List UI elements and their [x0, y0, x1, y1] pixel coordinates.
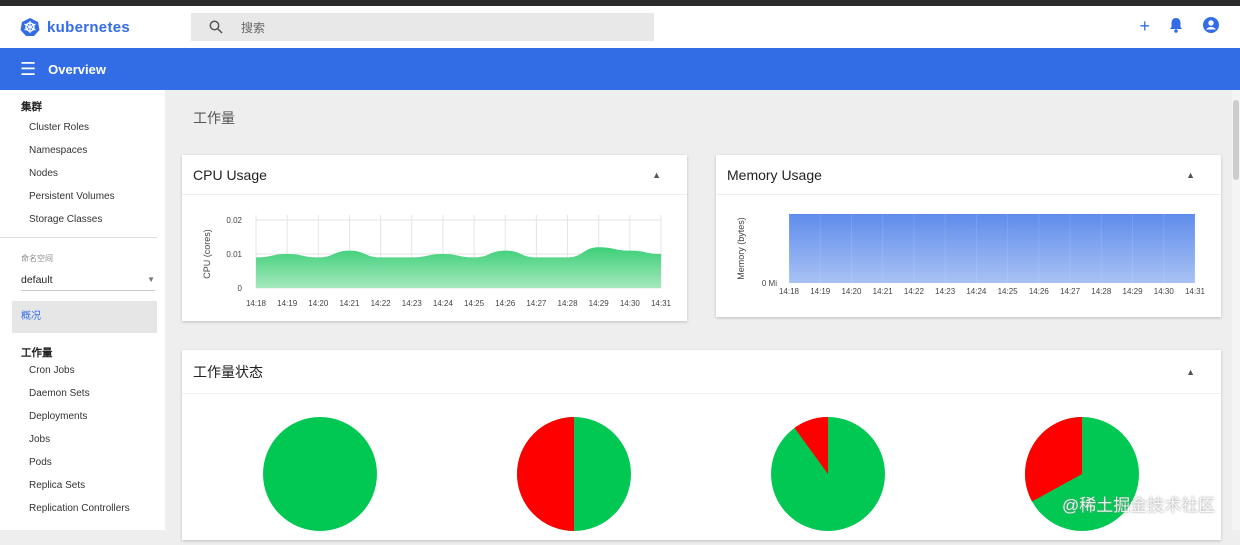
- x-tick-label: 14:23: [935, 287, 956, 296]
- brand-name: kubernetes: [47, 19, 130, 36]
- x-tick-label: 14:19: [810, 287, 831, 296]
- workload-status-title: 工作量状态: [193, 362, 263, 382]
- memory-usage-chart: 14:18 14:19 14:20 14:21 14:22 14:23 14:24 14:25…: [716, 195, 1221, 317]
- x-tick-label: 14:31: [1185, 287, 1206, 296]
- pie-chart: [263, 417, 377, 531]
- memory-card-title: Memory Usage: [727, 167, 822, 183]
- x-tick-label: 14:25: [464, 299, 485, 308]
- y-axis-label: Memory (bytes): [736, 217, 746, 280]
- pie-chart: [771, 417, 885, 531]
- sidebar-item-namespaces[interactable]: Namespaces: [0, 139, 165, 162]
- memory-area: [789, 214, 1195, 283]
- collapse-caret-icon[interactable]: ▲: [1186, 367, 1195, 377]
- bell-icon[interactable]: [1168, 16, 1184, 34]
- pie-slice-running: [263, 417, 377, 531]
- brand-logo[interactable]: kubernetes: [20, 17, 191, 37]
- section-title: 工作量: [193, 108, 235, 128]
- sidebar-item-storage-classes[interactable]: Storage Classes: [0, 208, 165, 231]
- x-tick-label: 14:28: [558, 299, 579, 308]
- namespace-select[interactable]: default ▼: [21, 269, 155, 291]
- x-tick-label: 14:26: [495, 299, 516, 308]
- x-tick-label: 14:20: [308, 299, 329, 308]
- pie-slice-failed: [517, 417, 574, 531]
- account-icon[interactable]: [1202, 16, 1220, 34]
- kubernetes-logo-icon: [20, 17, 40, 37]
- search-placeholder: 搜索: [241, 19, 265, 36]
- x-tick-label: 14:18: [779, 287, 800, 296]
- namespace-value: default: [21, 274, 53, 286]
- x-tick-label: 14:30: [1154, 287, 1175, 296]
- search-input[interactable]: 搜索: [191, 13, 654, 41]
- top-bar: kubernetes 搜索 +: [0, 6, 1240, 48]
- sidebar: 集群 Cluster Roles Namespaces Nodes Persis…: [0, 90, 165, 530]
- workload-status-pies: [182, 394, 1221, 540]
- watermark: @稀土掘金技术社区: [1062, 491, 1215, 516]
- x-tick-label: 14:25: [998, 287, 1019, 296]
- toolbar: ☰ Overview: [0, 48, 1240, 90]
- y-tick-label: 0: [238, 284, 243, 293]
- cpu-area: [256, 247, 661, 288]
- sidebar-item-cluster-roles[interactable]: Cluster Roles: [0, 116, 165, 139]
- x-tick-label: 14:19: [277, 299, 298, 308]
- plus-icon[interactable]: +: [1139, 16, 1150, 37]
- y-tick-label: 0 Mi: [762, 279, 777, 288]
- x-tick-label: 14:21: [339, 299, 360, 308]
- scrollbar[interactable]: [1232, 90, 1240, 530]
- x-tick-label: 14:23: [402, 299, 423, 308]
- cpu-usage-chart: 0 0.01 0.02 14:18 14:19 14:20 14:21 14:22 14:23 1…: [182, 195, 687, 321]
- page-title: Overview: [48, 62, 106, 77]
- y-axis-label: CPU (cores): [202, 229, 212, 279]
- x-tick-label: 14:27: [526, 299, 547, 308]
- sidebar-item-nodes[interactable]: Nodes: [0, 162, 165, 185]
- sidebar-item-deployments[interactable]: Deployments: [0, 405, 165, 428]
- x-tick-label: 14:29: [1123, 287, 1144, 296]
- sidebar-item-overview[interactable]: 概况: [12, 301, 157, 333]
- collapse-caret-icon[interactable]: ▲: [652, 170, 661, 180]
- x-tick-label: 14:27: [1060, 287, 1081, 296]
- pie-chart: [517, 417, 631, 531]
- sidebar-item-pods[interactable]: Pods: [0, 451, 165, 474]
- cpu-card-title: CPU Usage: [193, 167, 267, 183]
- x-tick-label: 14:26: [1029, 287, 1050, 296]
- y-tick-label: 0.01: [226, 250, 242, 259]
- x-tick-label: 14:18: [246, 299, 267, 308]
- scrollbar-thumb[interactable]: [1233, 100, 1239, 180]
- x-tick-label: 14:24: [433, 299, 454, 308]
- sidebar-item-replica-sets[interactable]: Replica Sets: [0, 474, 165, 497]
- sidebar-item-jobs[interactable]: Jobs: [0, 428, 165, 451]
- sidebar-heading-workloads[interactable]: 工作量: [0, 333, 165, 359]
- x-tick-label: 14:31: [651, 299, 672, 308]
- x-tick-label: 14:29: [589, 299, 610, 308]
- y-tick-label: 0.02: [226, 216, 242, 225]
- x-tick-label: 14:21: [873, 287, 894, 296]
- dropdown-arrow-icon: ▼: [147, 275, 155, 284]
- sidebar-item-cron-jobs[interactable]: Cron Jobs: [0, 359, 165, 382]
- cpu-usage-card: CPU Usage ▲ 0 0.01 0.02 14:18 14:19 14:20 14:21…: [182, 155, 687, 321]
- sidebar-item-replication-controllers[interactable]: Replication Controllers: [0, 497, 165, 520]
- sidebar-heading-cluster[interactable]: 集群: [0, 90, 165, 116]
- sidebar-item-persistent-volumes[interactable]: Persistent Volumes: [0, 185, 165, 208]
- x-tick-label: 14:22: [904, 287, 925, 296]
- namespace-label: 命名空间: [0, 238, 165, 264]
- hamburger-menu-icon[interactable]: ☰: [20, 59, 36, 80]
- x-tick-label: 14:24: [966, 287, 987, 296]
- x-tick-label: 14:30: [620, 299, 641, 308]
- sidebar-item-daemon-sets[interactable]: Daemon Sets: [0, 382, 165, 405]
- x-tick-label: 14:28: [1091, 287, 1112, 296]
- x-tick-label: 14:22: [371, 299, 392, 308]
- search-icon: [209, 20, 223, 34]
- x-tick-label: 14:20: [841, 287, 862, 296]
- collapse-caret-icon[interactable]: ▲: [1186, 170, 1195, 180]
